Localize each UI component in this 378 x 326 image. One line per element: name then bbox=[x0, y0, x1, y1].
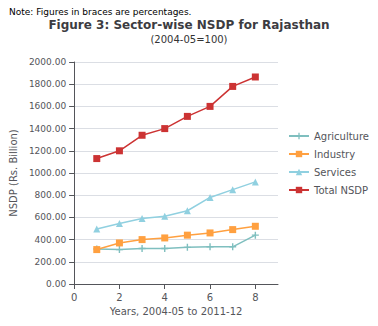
svg-text:1200.00: 1200.00 bbox=[29, 146, 66, 156]
svg-text:2: 2 bbox=[116, 292, 122, 303]
svg-text:Years, 2004-05 to 2011-12: Years, 2004-05 to 2011-12 bbox=[109, 306, 243, 317]
svg-text:Services: Services bbox=[314, 167, 356, 178]
svg-text:(2004-05=100): (2004-05=100) bbox=[150, 34, 227, 45]
svg-text:1800.00: 1800.00 bbox=[29, 79, 66, 89]
svg-text:Figure 3: Sector-wise NSDP for: Figure 3: Sector-wise NSDP for Rajasthan bbox=[48, 18, 329, 32]
svg-text:1400.00: 1400.00 bbox=[29, 124, 66, 134]
svg-text:Note: Figures in braces are pe: Note: Figures in braces are percentages. bbox=[9, 7, 191, 17]
svg-text:Total NSDP: Total NSDP bbox=[313, 185, 368, 196]
svg-text:1600.00: 1600.00 bbox=[29, 101, 66, 111]
svg-text:Industry: Industry bbox=[314, 149, 355, 160]
svg-text:0: 0 bbox=[71, 292, 77, 303]
svg-text:600.00: 600.00 bbox=[35, 212, 67, 222]
svg-text:NSDP (Rs. Billion): NSDP (Rs. Billion) bbox=[8, 129, 19, 217]
svg-text:6: 6 bbox=[207, 292, 213, 303]
svg-text:8: 8 bbox=[252, 292, 258, 303]
svg-text:Agriculture: Agriculture bbox=[314, 131, 369, 142]
svg-text:400.00: 400.00 bbox=[35, 235, 67, 245]
svg-text:2000.00: 2000.00 bbox=[29, 57, 66, 67]
svg-text:800.00: 800.00 bbox=[35, 190, 67, 200]
svg-text:1000.00: 1000.00 bbox=[29, 168, 66, 178]
svg-text:4: 4 bbox=[162, 292, 168, 303]
svg-text:200.00: 200.00 bbox=[35, 257, 67, 267]
svg-text:0.00: 0.00 bbox=[46, 279, 66, 289]
